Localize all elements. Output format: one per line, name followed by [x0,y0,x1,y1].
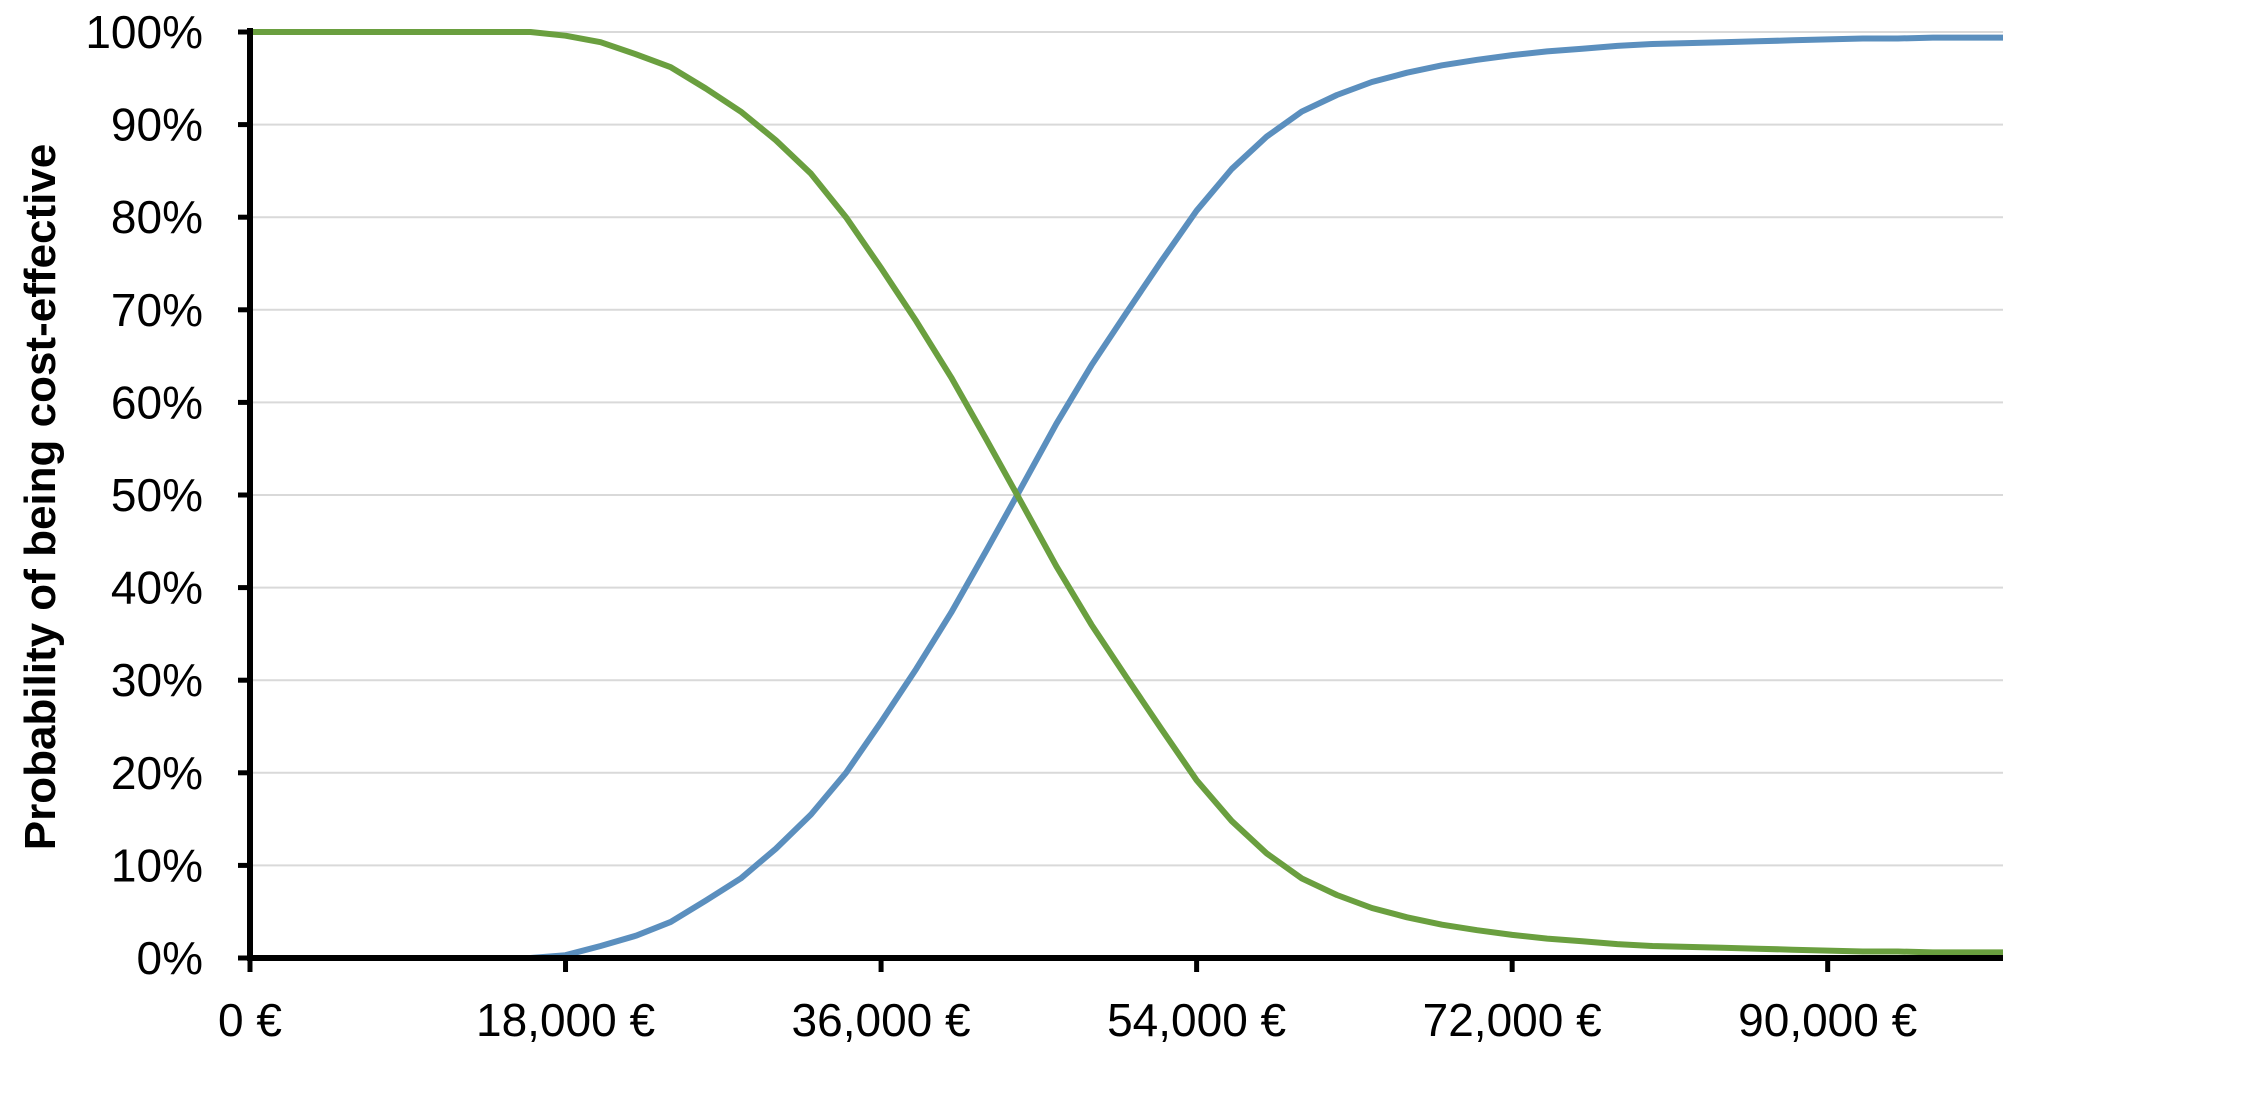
series-line-2 [250,29,2003,956]
gridlines [250,31,2003,867]
y-tick-label: 60% [111,376,203,428]
x-tick-label: 0 € [218,994,282,1046]
x-tick-label: 54,000 € [1107,994,1286,1046]
y-tick-label: 100% [85,6,203,58]
y-tick-label: 20% [111,747,203,799]
y-tick-label: 10% [111,839,203,891]
axes [238,28,2003,972]
x-tick-label: 36,000 € [792,994,971,1046]
x-tick-label: 72,000 € [1423,994,1602,1046]
x-tick-label: 90,000 € [1738,994,1917,1046]
y-tick-label: 30% [111,654,203,706]
y-tick-label: 40% [111,562,203,614]
y-axis-title: Probability of being cost-effective [16,144,65,851]
y-tick-label: 50% [111,469,203,521]
y-tick-label: 70% [111,284,203,336]
x-tick-label: 18,000 € [476,994,655,1046]
y-tick-labels: 0% 10% 20% 30% 40% 50% 60% 70% 80% 90% 100% [85,6,203,984]
series-line-1 [250,34,2003,961]
y-tick-label: 0% [137,932,203,984]
y-tick-label: 90% [111,99,203,151]
x-tick-labels: 0 € 18,000 € 36,000 € 54,000 € 72,000 € 90,00… [218,994,1917,1046]
y-tick-label: 80% [111,191,203,243]
